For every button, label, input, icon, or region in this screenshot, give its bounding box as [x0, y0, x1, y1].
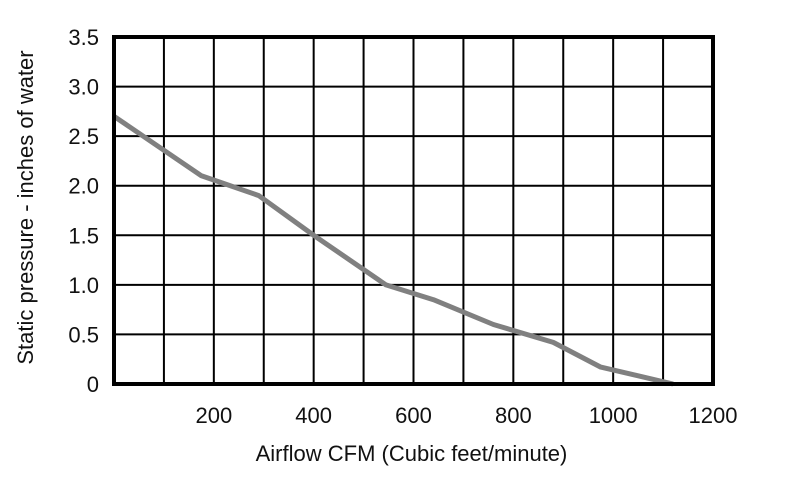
x-tick-label: 200	[195, 403, 232, 428]
y-tick-label: 0	[87, 372, 99, 397]
y-tick-label: 0.5	[68, 322, 99, 347]
y-axis-title: Static pressure - inches of water	[13, 50, 38, 364]
x-tick-label: 1000	[589, 403, 638, 428]
y-tick-label: 2.0	[68, 174, 99, 199]
series-layer	[112, 114, 674, 387]
y-tick-labels: 0 0.5 1.0 1.5 2.0 2.5 3.0 3.5	[68, 25, 99, 397]
x-axis-title: Airflow CFM (Cubic feet/minute)	[256, 441, 568, 466]
x-tick-label: 800	[495, 403, 532, 428]
y-tick-label: 1.0	[68, 273, 99, 298]
series-line-0	[112, 114, 674, 387]
grid-lines	[114, 37, 713, 384]
x-tick-label: 400	[295, 403, 332, 428]
y-tick-label: 3.0	[68, 75, 99, 100]
y-tick-label: 2.5	[68, 124, 99, 149]
x-tick-labels: 200 400 600 800 1000 1200	[195, 403, 737, 428]
x-tick-label: 600	[395, 403, 432, 428]
y-tick-label: 1.5	[68, 223, 99, 248]
plot-frame	[112, 35, 715, 386]
x-tick-label: 1200	[689, 403, 738, 428]
y-tick-label: 3.5	[68, 25, 99, 50]
